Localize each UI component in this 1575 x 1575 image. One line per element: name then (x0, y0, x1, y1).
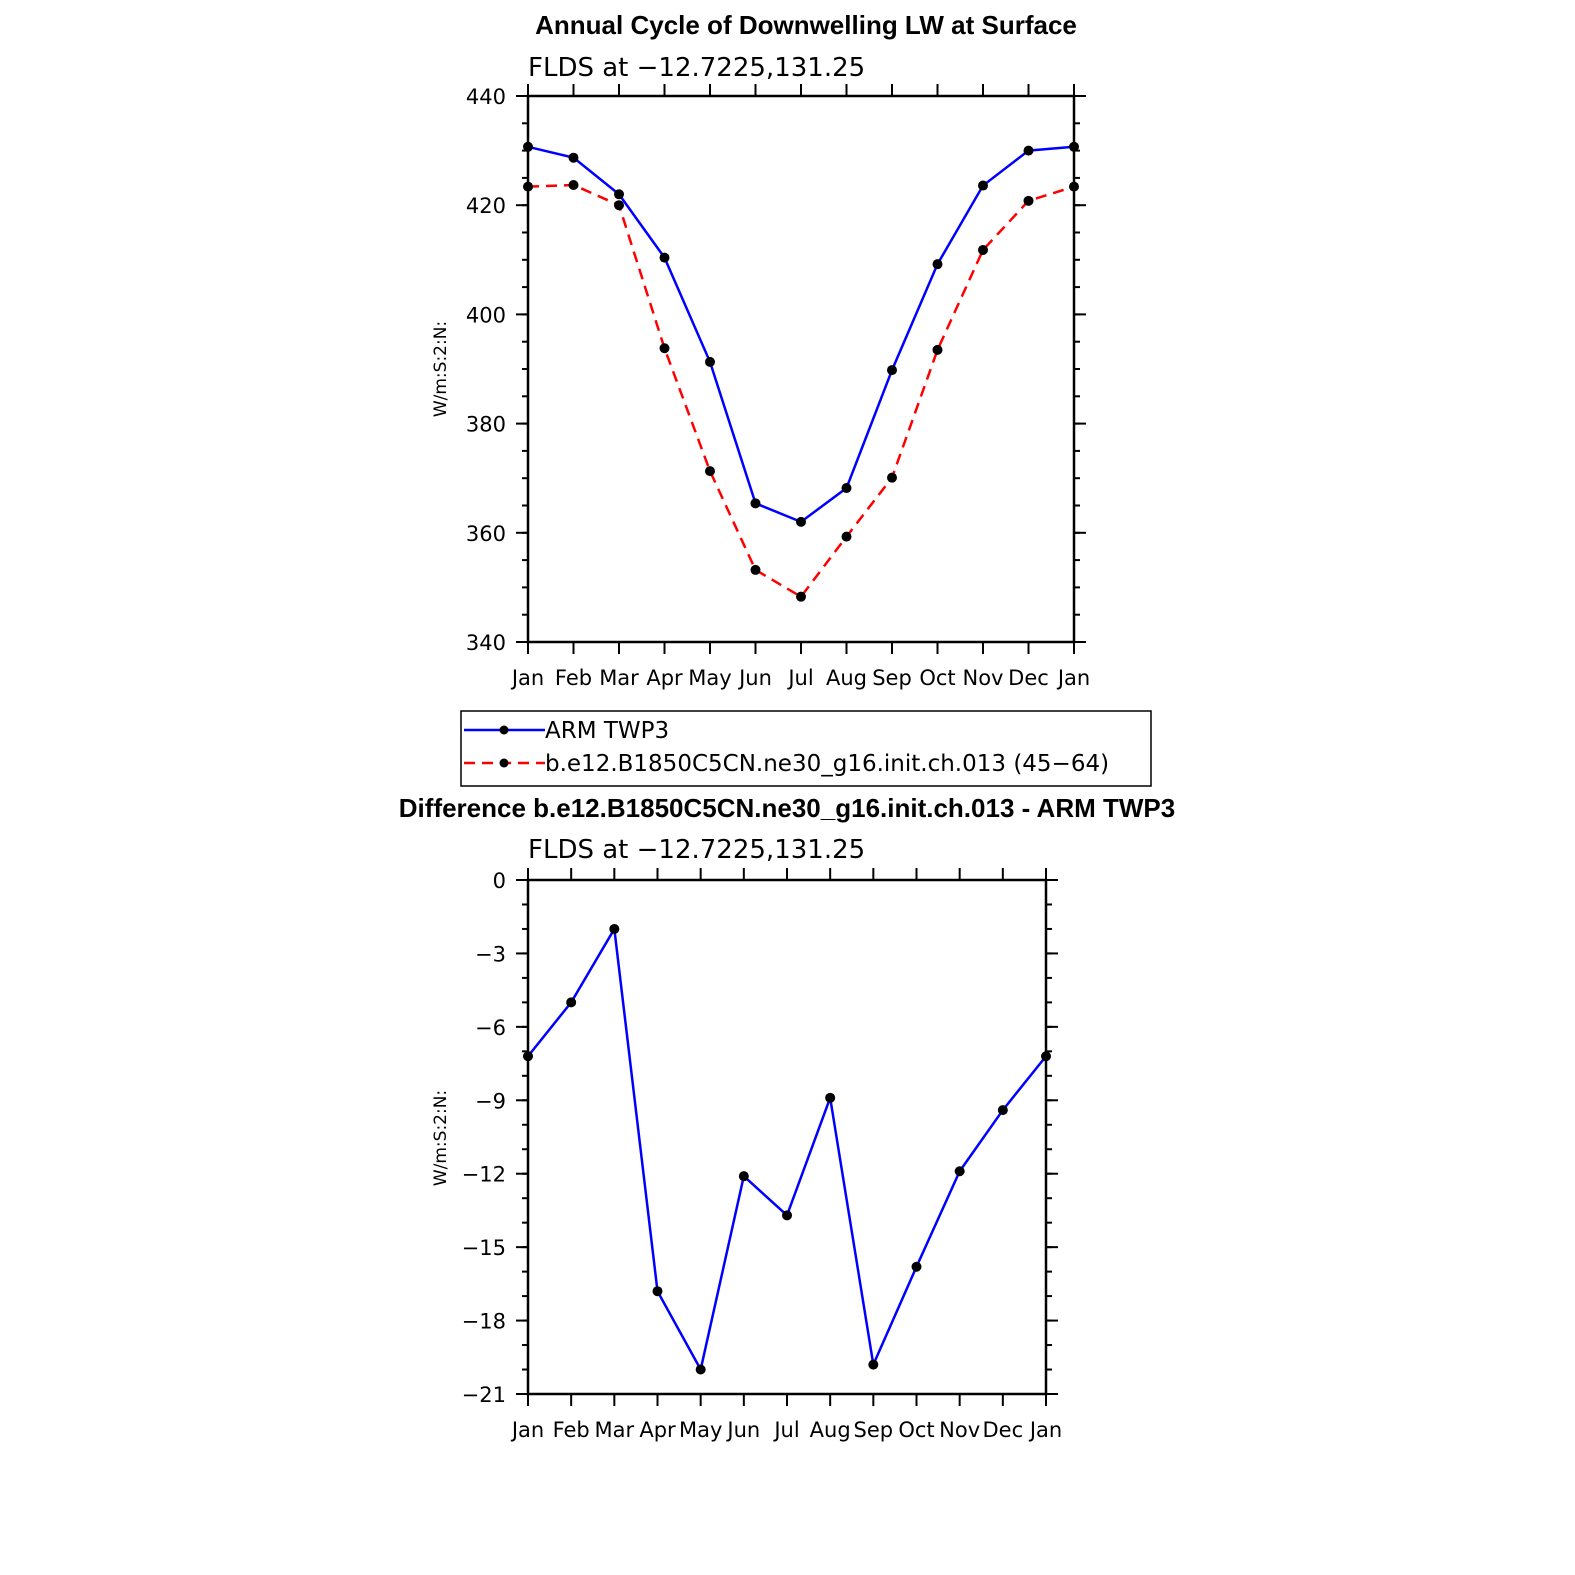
chart-title: Annual Cycle of Downwelling LW at Surfac… (535, 10, 1077, 40)
x-tick-label: Feb (553, 1418, 590, 1442)
data-point (523, 1051, 533, 1062)
data-point (887, 365, 897, 376)
chart-subtitle: FLDS at −12.7225,131.25 (528, 53, 865, 83)
data-point (568, 179, 579, 190)
data-point (1023, 195, 1034, 206)
y-tick-label: 360 (466, 522, 506, 546)
x-tick-label: Nov (939, 1418, 980, 1442)
y-tick-label: 0 (493, 869, 506, 893)
y-tick-label: −15 (462, 1236, 506, 1260)
x-tick-label: Apr (646, 666, 683, 690)
data-point (1041, 1051, 1051, 1062)
difference-chart: Difference b.e12.B1850C5CN.ne30_g16.init… (399, 793, 1175, 1442)
x-tick-label: Nov (963, 666, 1004, 690)
x-tick-label: Sep (854, 1418, 894, 1442)
data-point (978, 244, 988, 255)
data-point (566, 997, 577, 1008)
legend-box (460, 710, 1152, 787)
legend-marker-model (499, 758, 509, 768)
x-tick-label: May (679, 1418, 722, 1442)
data-point (1023, 145, 1034, 156)
y-tick-label: 440 (466, 85, 506, 109)
y-axis-label: W/m:S:2:N: (431, 1090, 451, 1186)
data-point (705, 466, 715, 477)
data-point (1069, 141, 1079, 152)
chart-subtitle: FLDS at −12.7225,131.25 (528, 835, 865, 865)
x-tick-label: Jan (1056, 666, 1090, 690)
data-point (796, 516, 806, 527)
x-tick-label: Dec (1008, 666, 1049, 690)
data-point (932, 259, 943, 270)
y-axis-label: W/m:S:2:N: (431, 321, 451, 417)
x-tick-label: May (688, 666, 731, 690)
data-point (841, 483, 852, 494)
data-point (997, 1105, 1008, 1116)
x-tick-label: Apr (639, 1418, 676, 1442)
data-point (868, 1359, 879, 1370)
y-tick-label: 420 (466, 194, 506, 218)
x-tick-label: Dec (983, 1418, 1024, 1442)
x-tick-label: Jul (772, 1418, 799, 1442)
data-point (911, 1261, 922, 1272)
data-point (932, 344, 943, 355)
data-point (568, 152, 579, 163)
data-point (796, 591, 806, 602)
data-point (750, 498, 761, 509)
y-tick-label: −21 (462, 1383, 506, 1407)
y-tick-label: 400 (466, 303, 506, 327)
x-tick-label: Mar (599, 666, 639, 690)
data-point (841, 531, 852, 542)
x-tick-label: Jun (737, 666, 772, 690)
x-tick-label: Oct (898, 1418, 934, 1442)
data-point (825, 1092, 836, 1103)
x-tick-label: Jan (510, 1418, 544, 1442)
y-tick-label: −9 (475, 1089, 506, 1113)
y-tick-label: −18 (462, 1310, 506, 1334)
series-line (527, 145, 1075, 524)
series-line (527, 183, 1075, 599)
x-tick-label: Jun (725, 1418, 760, 1442)
data-point (659, 252, 670, 263)
x-tick-label: Jul (786, 666, 813, 690)
plot-frame (526, 878, 1048, 1396)
y-tick-label: 340 (466, 631, 506, 655)
y-tick-label: 380 (466, 413, 506, 437)
series-line (527, 925, 1047, 1374)
legend-marker-arm (499, 725, 509, 735)
data-point (887, 472, 897, 483)
data-point (609, 923, 620, 934)
annual-cycle-chart: Annual Cycle of Downwelling LW at Surfac… (431, 10, 1090, 690)
x-tick-label: Oct (919, 666, 955, 690)
data-point (782, 1210, 792, 1221)
y-tick-label: −12 (462, 1163, 506, 1187)
data-point (705, 356, 715, 367)
y-tick-label: −3 (475, 942, 506, 966)
data-point (738, 1171, 749, 1182)
legend: ARM TWP3 b.e12.B1850C5CN.ne30_g16.init.c… (460, 710, 1152, 787)
data-point (954, 1166, 965, 1177)
x-tick-label: Sep (872, 666, 912, 690)
data-point (523, 141, 533, 152)
data-point (523, 181, 533, 192)
x-tick-label: Aug (810, 1418, 851, 1442)
x-tick-label: Mar (595, 1418, 635, 1442)
data-point (695, 1364, 706, 1375)
y-tick-label: −6 (475, 1016, 506, 1040)
data-point (652, 1286, 663, 1297)
chart-title: Difference b.e12.B1850C5CN.ne30_g16.init… (399, 793, 1175, 823)
data-point (1069, 181, 1079, 192)
data-point (659, 343, 670, 354)
data-point (614, 200, 624, 211)
x-tick-label: Feb (555, 666, 592, 690)
legend-label-arm: ARM TWP3 (545, 718, 669, 744)
data-point (978, 180, 988, 191)
data-point (614, 189, 624, 200)
x-tick-label: Jan (1028, 1418, 1062, 1442)
legend-label-model: b.e12.B1850C5CN.ne30_g16.init.ch.013 (45… (545, 751, 1109, 777)
x-tick-label: Aug (826, 666, 867, 690)
data-point (750, 564, 761, 575)
x-tick-label: Jan (510, 666, 544, 690)
